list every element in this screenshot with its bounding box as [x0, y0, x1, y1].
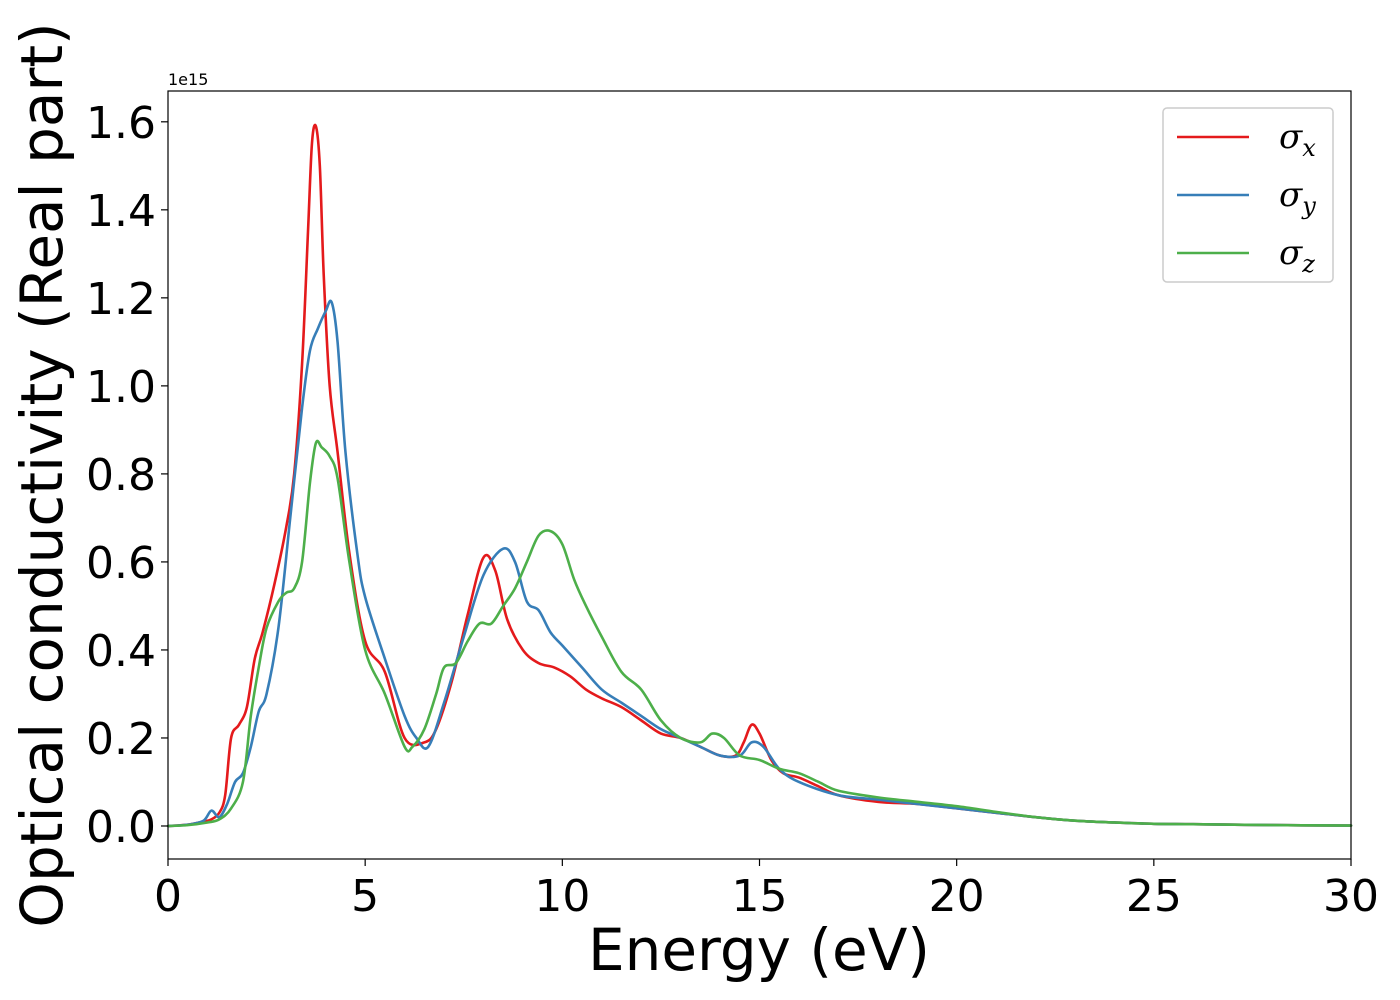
- y-tick-label: 1.4: [86, 186, 156, 237]
- y-axis-ticks: 0.0 0.2 0.4 0.6 0.8 1.0 1.2 1.4 1.6: [86, 98, 168, 853]
- x-tick-label: 10: [534, 871, 590, 922]
- y-tick-label: 0.0: [86, 802, 156, 853]
- y-offset-text: 1e15: [168, 70, 208, 89]
- y-tick-label: 0.4: [86, 626, 156, 677]
- x-tick-label: 25: [1126, 871, 1182, 922]
- y-tick-label: 1.2: [86, 274, 156, 325]
- x-tick-label: 15: [732, 871, 788, 922]
- x-tick-label: 30: [1323, 871, 1379, 922]
- x-axis-title: Energy (eV): [588, 916, 930, 984]
- x-tick-label: 0: [154, 871, 182, 922]
- x-tick-label: 5: [351, 871, 379, 922]
- x-tick-label: 20: [929, 871, 985, 922]
- series-layer: [166, 123, 1353, 828]
- series-line-y: [166, 299, 1353, 828]
- y-tick-label: 0.6: [86, 538, 156, 589]
- x-axis-ticks: 0 5 10 15 20 25 30: [154, 859, 1379, 922]
- series-line-z: [166, 439, 1353, 828]
- y-tick-label: 1.0: [86, 362, 156, 413]
- y-tick-label: 0.8: [86, 450, 156, 501]
- y-tick-label: 0.2: [86, 714, 156, 765]
- y-tick-label: 1.6: [86, 98, 156, 149]
- y-axis-title: Optical conductivity (Real part): [8, 22, 76, 927]
